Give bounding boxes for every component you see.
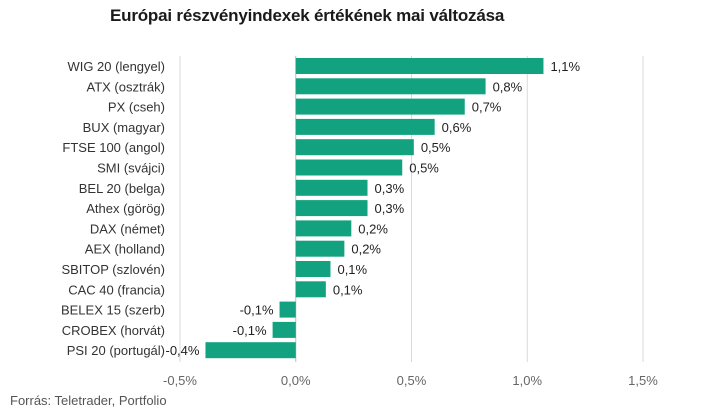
chart-title: Európai részvényindexek értékének mai vá… [110, 6, 505, 25]
data-label: 0,5% [409, 161, 439, 176]
bar [295, 220, 352, 237]
x-tick-label: 1,5% [628, 373, 658, 388]
category-label: SBITOP (szlovén) [61, 262, 165, 277]
bar [295, 200, 368, 217]
bar [205, 342, 296, 359]
bar [272, 321, 296, 338]
data-label: 0,5% [421, 140, 451, 155]
x-tick-label: 0,0% [281, 373, 311, 388]
data-label: 0,8% [493, 79, 523, 94]
bar [295, 179, 368, 196]
bar [295, 58, 544, 74]
x-tick-label: 0,5% [397, 373, 427, 388]
data-label: 0,1% [337, 262, 367, 277]
bar [295, 78, 486, 95]
category-label: ATX (osztrák) [87, 79, 166, 94]
category-label: BUX (magyar) [83, 120, 165, 135]
category-label: WIG 20 (lengyel) [67, 59, 165, 74]
data-label: -0,1% [240, 303, 274, 318]
bar [295, 139, 414, 156]
bar [295, 118, 435, 135]
category-label: BELEX 15 (szerb) [61, 303, 165, 318]
data-label: 0,1% [333, 282, 363, 297]
bar [295, 98, 465, 115]
category-label: PSI 20 (portugál) [67, 343, 165, 358]
category-label: DAX (német) [90, 221, 165, 236]
category-label: BEL 20 (belga) [79, 181, 165, 196]
category-label: Athex (görög) [86, 201, 165, 216]
bar [295, 240, 345, 257]
data-label: -0,4% [165, 343, 199, 358]
data-label: 0,3% [375, 201, 405, 216]
bar [295, 261, 331, 277]
category-label: FTSE 100 (angol) [62, 140, 165, 155]
bar [295, 159, 403, 176]
data-label: 0,2% [351, 242, 381, 257]
category-label: CROBEX (horvát) [62, 323, 165, 338]
data-label: 0,7% [472, 100, 502, 115]
source-note: Forrás: Teletrader, Portfolio [10, 393, 167, 408]
data-label: 0,3% [375, 181, 405, 196]
category-label: CAC 40 (francia) [68, 282, 165, 297]
bar [295, 281, 326, 298]
bar [279, 301, 296, 318]
data-label: 1,1% [550, 59, 580, 74]
category-label: PX (cseh) [108, 100, 165, 115]
data-label: 0,6% [442, 120, 472, 135]
category-label: AEX (holland) [85, 242, 165, 257]
x-tick-label: 1,0% [512, 373, 542, 388]
data-label: 0,2% [358, 221, 388, 236]
data-label: -0,1% [233, 323, 267, 338]
x-tick-label: -0,5% [163, 373, 197, 388]
category-label: SMI (svájci) [97, 161, 165, 176]
